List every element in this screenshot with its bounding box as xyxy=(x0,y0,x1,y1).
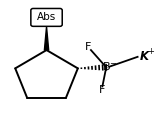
Text: F: F xyxy=(99,85,106,95)
Text: B: B xyxy=(102,62,110,72)
FancyBboxPatch shape xyxy=(31,8,62,26)
Text: Abs: Abs xyxy=(37,12,56,22)
Polygon shape xyxy=(44,27,49,50)
Text: +: + xyxy=(147,47,154,56)
Text: −: − xyxy=(110,59,117,68)
Text: F: F xyxy=(85,42,91,52)
Text: K: K xyxy=(140,50,149,63)
